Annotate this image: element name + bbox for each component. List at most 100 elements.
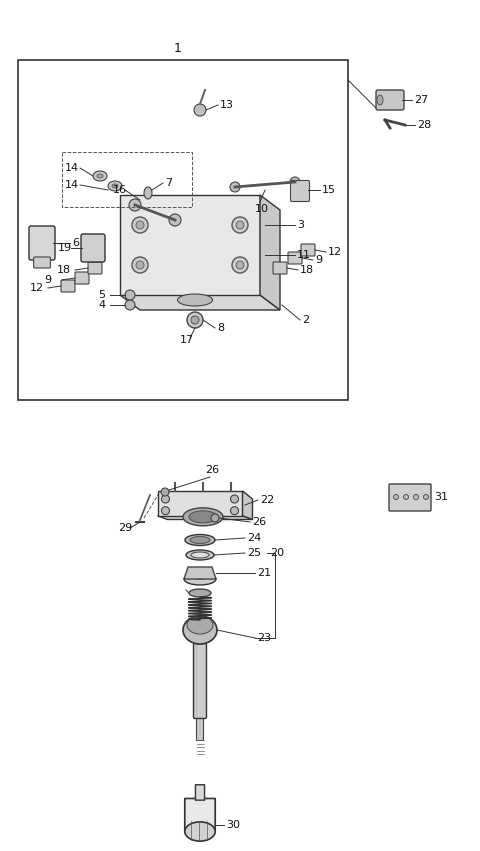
- Text: 31: 31: [434, 492, 448, 502]
- Polygon shape: [184, 567, 216, 579]
- Ellipse shape: [108, 181, 122, 191]
- Text: 14: 14: [65, 180, 79, 190]
- FancyBboxPatch shape: [196, 645, 197, 717]
- Circle shape: [136, 221, 144, 229]
- Circle shape: [232, 257, 248, 273]
- FancyBboxPatch shape: [197, 645, 198, 717]
- Ellipse shape: [189, 511, 217, 523]
- Circle shape: [161, 488, 169, 496]
- Text: 11: 11: [297, 250, 311, 260]
- Circle shape: [230, 495, 239, 503]
- FancyBboxPatch shape: [198, 645, 199, 717]
- Text: 30: 30: [226, 820, 240, 830]
- Polygon shape: [120, 195, 260, 295]
- Text: 17: 17: [180, 335, 194, 345]
- Circle shape: [423, 494, 429, 500]
- Ellipse shape: [144, 187, 152, 199]
- FancyBboxPatch shape: [197, 645, 199, 717]
- Text: 9: 9: [315, 255, 322, 265]
- Circle shape: [169, 214, 181, 226]
- Text: 16: 16: [113, 185, 127, 195]
- Circle shape: [194, 104, 206, 116]
- Text: 9: 9: [44, 275, 51, 285]
- FancyBboxPatch shape: [88, 262, 102, 274]
- Ellipse shape: [183, 508, 223, 526]
- FancyBboxPatch shape: [290, 180, 310, 202]
- FancyBboxPatch shape: [273, 262, 287, 274]
- Polygon shape: [120, 295, 280, 310]
- Circle shape: [129, 199, 141, 211]
- Text: 6: 6: [72, 238, 79, 248]
- Circle shape: [290, 177, 300, 187]
- Text: 25: 25: [247, 548, 261, 558]
- Circle shape: [394, 494, 398, 500]
- Text: 7: 7: [165, 178, 172, 188]
- Ellipse shape: [183, 616, 217, 644]
- Text: 12: 12: [30, 283, 44, 293]
- Ellipse shape: [185, 822, 215, 841]
- FancyBboxPatch shape: [75, 272, 89, 284]
- Ellipse shape: [185, 534, 215, 545]
- Ellipse shape: [93, 171, 107, 181]
- FancyBboxPatch shape: [185, 798, 215, 831]
- FancyBboxPatch shape: [61, 280, 75, 292]
- Text: 19: 19: [58, 243, 72, 253]
- Text: 26: 26: [252, 517, 266, 527]
- Text: 22: 22: [260, 495, 274, 505]
- FancyBboxPatch shape: [288, 252, 302, 264]
- Circle shape: [232, 217, 248, 233]
- Circle shape: [230, 506, 239, 515]
- Circle shape: [187, 312, 203, 328]
- FancyBboxPatch shape: [196, 645, 197, 717]
- Text: 4: 4: [98, 300, 105, 310]
- Ellipse shape: [188, 571, 212, 579]
- Ellipse shape: [97, 174, 103, 178]
- Text: 26: 26: [205, 465, 219, 475]
- Circle shape: [125, 290, 135, 300]
- Circle shape: [191, 316, 199, 324]
- Text: 18: 18: [57, 265, 71, 275]
- Text: 27: 27: [414, 95, 428, 105]
- FancyBboxPatch shape: [81, 234, 105, 262]
- Ellipse shape: [187, 616, 213, 634]
- FancyBboxPatch shape: [197, 645, 198, 717]
- Text: 14: 14: [65, 163, 79, 173]
- FancyBboxPatch shape: [29, 226, 55, 260]
- Circle shape: [211, 514, 219, 522]
- Circle shape: [230, 182, 240, 192]
- Text: 28: 28: [417, 120, 431, 130]
- Ellipse shape: [186, 550, 214, 560]
- Text: 3: 3: [297, 220, 304, 230]
- Circle shape: [161, 506, 169, 515]
- Text: 21: 21: [257, 568, 271, 578]
- Circle shape: [132, 217, 148, 233]
- Text: 23: 23: [257, 633, 271, 643]
- Text: 15: 15: [322, 185, 336, 195]
- Ellipse shape: [178, 294, 213, 306]
- Polygon shape: [157, 516, 252, 519]
- Text: 24: 24: [247, 533, 261, 543]
- Ellipse shape: [377, 95, 383, 105]
- FancyBboxPatch shape: [198, 645, 199, 717]
- Ellipse shape: [191, 552, 209, 558]
- FancyBboxPatch shape: [301, 244, 315, 256]
- Text: 1: 1: [174, 42, 182, 54]
- Polygon shape: [242, 491, 252, 519]
- Polygon shape: [260, 195, 280, 310]
- Circle shape: [236, 261, 244, 269]
- Text: 20: 20: [270, 548, 284, 558]
- Ellipse shape: [190, 536, 210, 544]
- FancyBboxPatch shape: [389, 484, 431, 511]
- Circle shape: [404, 494, 408, 500]
- Text: 18: 18: [300, 265, 314, 275]
- Text: 29: 29: [118, 523, 132, 533]
- Circle shape: [125, 300, 135, 310]
- FancyBboxPatch shape: [196, 717, 204, 740]
- Text: 12: 12: [328, 247, 342, 257]
- Circle shape: [413, 494, 419, 500]
- FancyBboxPatch shape: [34, 257, 50, 268]
- FancyBboxPatch shape: [195, 785, 204, 800]
- Text: 2: 2: [302, 315, 309, 325]
- Circle shape: [161, 495, 169, 503]
- Ellipse shape: [189, 589, 211, 597]
